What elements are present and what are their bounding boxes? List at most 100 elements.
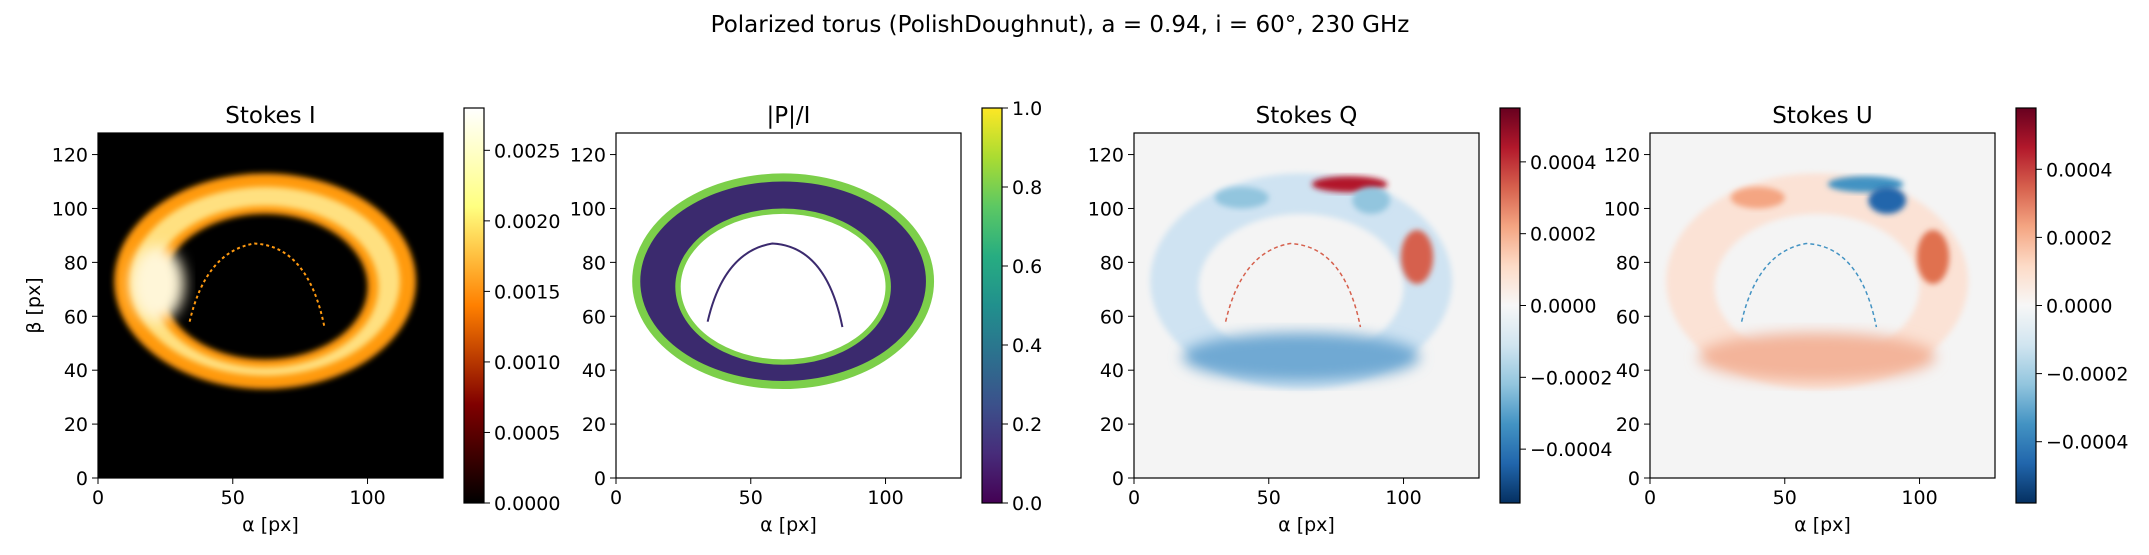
x-tick-label: 100	[867, 487, 903, 509]
y-axis-label: β [px]	[23, 277, 45, 333]
y-tick-label: 0	[594, 468, 606, 490]
colorbar-tick-label: 0.4	[1012, 335, 1042, 357]
y-tick-label: 80	[582, 252, 606, 274]
panel-1: Stokes I 0 50 100 0 20 40 60 80 100 120 α [px] β [px…	[23, 103, 560, 536]
lower-lobe	[1698, 332, 1936, 381]
colorbar-tick-label: 0.0000	[2046, 296, 2112, 318]
torus-polarization	[1666, 173, 1969, 390]
torus-emission	[114, 173, 417, 390]
y-tick-label: 60	[1616, 306, 1640, 328]
colorbar-tick-label: 1.0	[1012, 98, 1042, 120]
y-tick-label: 40	[64, 360, 88, 382]
y-tick-label: 80	[64, 252, 88, 274]
panel-title: Stokes U	[1772, 103, 1872, 129]
x-tick-label: 50	[221, 487, 245, 509]
x-tick-label: 50	[1257, 487, 1281, 509]
x-tick-label: 100	[349, 487, 385, 509]
axes-frame	[615, 132, 962, 479]
panel-title: Stokes Q	[1256, 103, 1358, 129]
colorbar: −0.0004 −0.0002 0.0000 0.0002 0.0004	[2015, 107, 2128, 504]
y-tick-label: 20	[1100, 414, 1124, 436]
photon-ring	[1224, 242, 1362, 328]
y-tick-label: 120	[1088, 145, 1124, 167]
top-left-lobe	[1214, 186, 1269, 209]
colorbar: −0.0004 −0.0002 0.0000 0.0002 0.0004	[1499, 107, 1612, 504]
colorbar-tick-label: −0.0004	[1530, 439, 1612, 461]
panel-title: |P|/I	[767, 103, 811, 129]
right-lobe	[1916, 230, 1950, 284]
colorbar-tick-label: 0.8	[1012, 177, 1042, 199]
photon-ring	[1740, 242, 1878, 328]
colorbar-gradient	[1499, 107, 1521, 504]
y-tick-label: 60	[64, 306, 88, 328]
photon-ring	[188, 242, 326, 328]
y-tick-label: 0	[76, 468, 88, 490]
colorbar-gradient	[463, 107, 485, 504]
axes-frame	[97, 132, 444, 479]
colorbar-tick-label: 0.6	[1012, 256, 1042, 278]
x-tick-label: 100	[1901, 487, 1937, 509]
panel-3: Stokes Q 0 50 100 0 20 40 60 80 100 120 α [px] −0.00…	[1088, 103, 1613, 536]
x-axis-label: α [px]	[242, 514, 299, 536]
figure-title: Polarized torus (PolishDoughnut), a = 0.…	[711, 12, 1410, 38]
colorbar-tick-label: −0.0002	[2046, 364, 2128, 386]
x-tick-label: 0	[610, 487, 622, 509]
torus-hotspot	[130, 246, 185, 322]
colorbar-tick-label: 0.0004	[2046, 159, 2112, 181]
colorbar-tick-label: 0.0000	[494, 493, 560, 515]
heatmap-image	[1150, 173, 1453, 390]
top-right-lobe	[1352, 186, 1391, 214]
y-tick-label: 60	[1100, 306, 1124, 328]
colorbar-tick-label: 0.0000	[1530, 296, 1596, 318]
colorbar-tick-label: 0.0	[1012, 493, 1042, 515]
y-tick-label: 60	[582, 306, 606, 328]
photon-ring	[706, 242, 844, 328]
right-lobe	[1400, 230, 1434, 284]
colorbar: 0.0000 0.0005 0.0010 0.0015 0.0020 0.0025	[463, 107, 560, 515]
colorbar-gradient	[981, 107, 1003, 504]
x-tick-label: 50	[739, 487, 763, 509]
x-tick-label: 50	[1773, 487, 1797, 509]
colorbar-gradient	[2015, 107, 2037, 504]
colorbar: 0.0 0.2 0.4 0.6 0.8 1.0	[981, 98, 1042, 515]
heatmap-image	[114, 173, 417, 390]
y-tick-label: 100	[1604, 198, 1640, 220]
colorbar-tick-label: 0.0002	[2046, 227, 2112, 249]
heatmap-image	[1666, 173, 1969, 390]
y-tick-label: 20	[582, 414, 606, 436]
colorbar-tick-label: −0.0004	[2046, 432, 2128, 454]
x-axis-label: α [px]	[1278, 514, 1335, 536]
colorbar-tick-label: 0.0010	[494, 352, 560, 374]
x-axis-label: α [px]	[760, 514, 817, 536]
y-tick-label: 100	[570, 198, 606, 220]
y-tick-label: 40	[582, 360, 606, 382]
y-tick-label: 40	[1100, 360, 1124, 382]
y-tick-label: 120	[570, 145, 606, 167]
x-tick-label: 0	[1644, 487, 1656, 509]
y-tick-label: 20	[64, 414, 88, 436]
colorbar-tick-label: 0.2	[1012, 414, 1042, 436]
x-tick-label: 0	[1128, 487, 1140, 509]
y-tick-label: 20	[1616, 414, 1640, 436]
panel-4: Stokes U 0 50 100 0 20 40 60 80 100 120 α [px] −0.00…	[1604, 103, 2129, 536]
axes-frame	[1133, 132, 1480, 479]
colorbar-tick-label: 0.0025	[494, 140, 560, 162]
y-tick-label: 120	[52, 145, 88, 167]
colorbar-tick-label: 0.0004	[1530, 152, 1596, 174]
y-tick-label: 100	[52, 198, 88, 220]
colorbar-tick-label: 0.0015	[494, 281, 560, 303]
lower-lobe	[1182, 332, 1420, 381]
axes-frame	[1649, 132, 1996, 479]
x-tick-label: 0	[92, 487, 104, 509]
y-tick-label: 0	[1628, 468, 1640, 490]
y-tick-label: 80	[1616, 252, 1640, 274]
x-tick-label: 100	[1385, 487, 1421, 509]
colorbar-tick-label: 0.0005	[494, 422, 560, 444]
y-tick-label: 100	[1088, 198, 1124, 220]
x-axis-label: α [px]	[1794, 514, 1851, 536]
panel-title: Stokes I	[225, 103, 315, 129]
y-tick-label: 80	[1100, 252, 1124, 274]
heatmap-image	[632, 173, 935, 390]
